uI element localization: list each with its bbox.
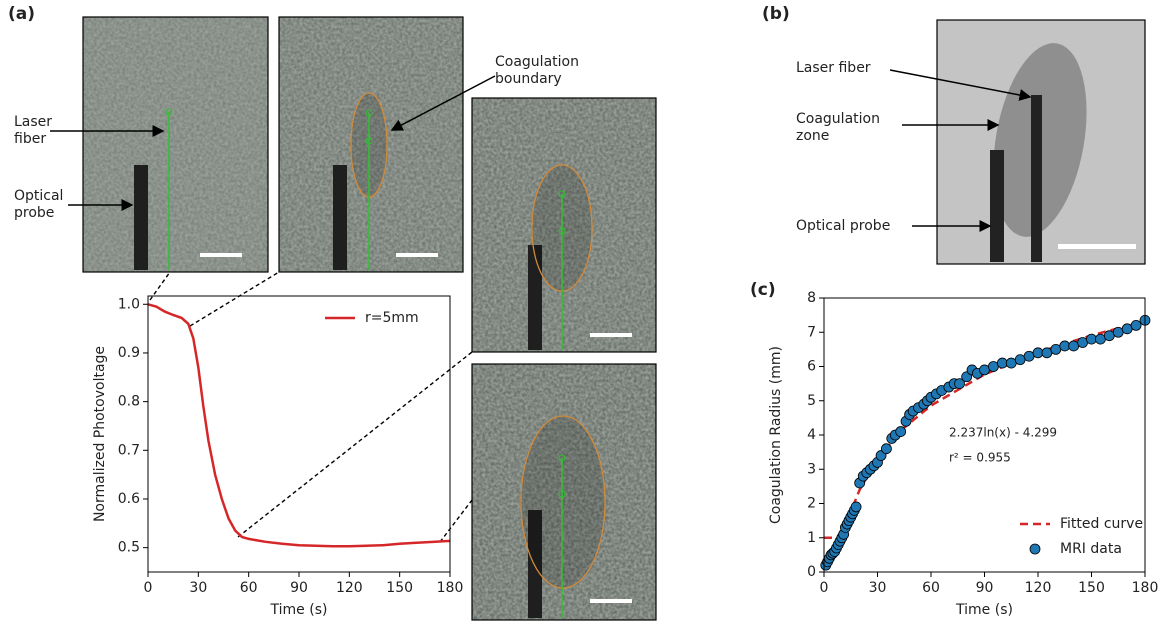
data-point [1032,347,1044,359]
annotation: 2.237ln(x) - 4.299 [949,426,1057,440]
legend-label: r=5mm [365,310,419,326]
data-point [1086,333,1097,345]
y-tick-label: 8 [807,290,816,306]
data-point [1014,354,1026,366]
arrow [889,69,1032,101]
x-tick-label: 150 [386,580,413,596]
data-line [147,303,451,548]
plot-frame [147,295,451,573]
y-axis-label: Normalized Photovoltage [92,346,108,522]
panel-label: (b) [762,4,790,24]
data-point [996,357,1008,369]
data-point [954,378,965,390]
y-tick-label: 4 [807,427,816,443]
legend-swatch [1029,543,1041,555]
x-tick-label: 0 [144,580,153,596]
data-point [1130,319,1142,331]
y-tick-label: 5 [807,393,816,409]
data-point [850,501,862,513]
y-tick-label: 0.9 [118,345,140,361]
y-tick-label: 0.6 [118,491,140,507]
plot-frame [823,297,1146,573]
data-point [1050,343,1062,355]
mri-image [471,363,657,621]
x-tick-label: 30 [869,580,887,596]
x-tick-label: 0 [820,580,829,596]
x-tick-label: 120 [336,580,363,596]
annotation: zone [796,128,829,144]
annotation: Laser [14,114,52,130]
data-point [1005,357,1017,369]
data-point [895,426,907,437]
x-tick-label: 90 [976,580,994,596]
x-axis-label: Time (s) [955,602,1013,618]
y-axis-label: Coagulation Radius (mm) [768,346,784,524]
y-tick-label: 0.8 [118,394,140,410]
panel-label: (c) [750,280,776,300]
y-tick-label: 0 [807,564,816,580]
y-tick-label: 6 [807,359,816,375]
annotation: fiber [14,131,46,147]
data-point [1121,323,1133,335]
x-axis-label: Time (s) [270,602,328,618]
x-tick-label: 150 [1078,580,1105,596]
x-tick-label: 120 [1025,580,1052,596]
data-point [1103,330,1115,342]
x-tick-label: 60 [922,580,940,596]
panel-label: (a) [8,4,35,24]
data-point [1023,350,1035,362]
data-point [988,361,999,372]
annotation: Coagulation [796,111,880,127]
y-tick-label: 0.7 [118,442,140,458]
y-tick-label: 1.0 [118,296,140,312]
arrow [390,75,496,131]
y-tick-label: 7 [807,324,816,340]
annotation: Optical probe [796,218,890,234]
mri-image [82,16,269,273]
annotation: r² = 0.955 [949,451,1011,465]
data-point [979,364,990,376]
x-tick-label: 180 [1132,580,1159,596]
x-tick-label: 90 [290,580,308,596]
mri-image [471,97,657,353]
y-tick-label: 3 [807,461,816,477]
x-tick-label: 60 [240,580,258,596]
mri-image [278,16,464,273]
data-point [1095,333,1106,345]
data-point [1041,347,1053,359]
annotation: Laser fiber [796,60,871,76]
y-tick-label: 1 [807,530,816,546]
annotation: boundary [495,71,562,87]
data-point [1077,337,1088,348]
photo-image [936,19,1146,265]
annotation: Coagulation [495,54,579,70]
y-tick-label: 0.5 [118,540,140,556]
annotation: probe [14,205,54,221]
zoom-connector [149,271,473,543]
data-point [1068,340,1080,352]
legend-label: Fitted curve [1060,516,1143,532]
data-point [881,443,892,455]
legend-label: MRI data [1060,541,1122,557]
data-point [1112,326,1124,338]
y-tick-label: 2 [807,496,816,512]
x-tick-label: 30 [189,580,207,596]
data-point [1059,340,1071,352]
annotation: Optical [14,188,63,204]
x-tick-label: 180 [437,580,464,596]
